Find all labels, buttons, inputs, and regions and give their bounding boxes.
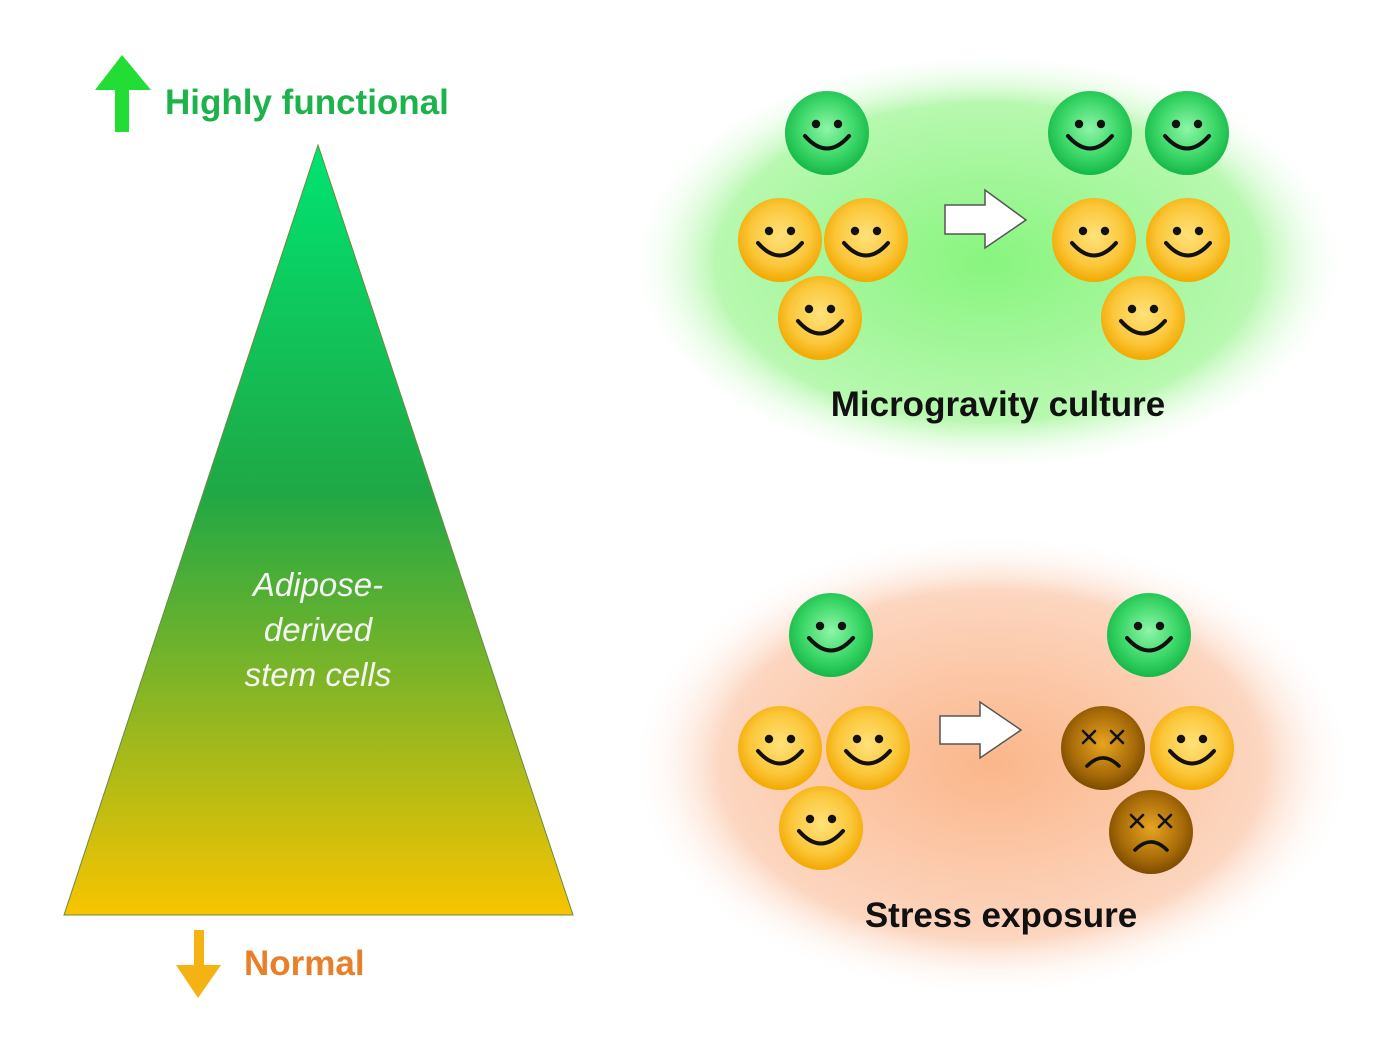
green-cell (1048, 91, 1132, 175)
yellow-cell (738, 198, 822, 282)
green-cell (789, 593, 873, 677)
pyramid-label-line-2: derived (264, 611, 374, 648)
green-cell (1107, 593, 1191, 677)
right-arrow-icon (944, 188, 1028, 250)
down-arrow-icon (176, 930, 221, 998)
highly-functional-label: Highly functional (165, 83, 449, 122)
yellow-cell (779, 786, 863, 870)
yellow-cell (1150, 706, 1234, 790)
stress-before-cells (738, 593, 910, 870)
stress-panel: Stress exposure (630, 533, 1354, 997)
highly-functional-indicator: Highly functional (95, 55, 449, 132)
yellow-cell (1101, 276, 1185, 360)
yellow-cell (1146, 198, 1230, 282)
microgravity-label: Microgravity culture (831, 385, 1166, 424)
pyramid-label-line-1: Adipose- (251, 566, 383, 603)
microgravity-after-cells (1048, 91, 1230, 360)
stress-after-cells (1061, 593, 1234, 874)
normal-indicator: Normal (176, 930, 365, 998)
microgravity-panel: Microgravity culture (626, 50, 1350, 474)
stress-label: Stress exposure (865, 896, 1137, 935)
microgravity-before-cells (738, 91, 908, 360)
normal-label: Normal (244, 944, 365, 983)
yellow-cell (1052, 198, 1136, 282)
yellow-cell (778, 276, 862, 360)
green-cell (785, 91, 869, 175)
pyramid: Adipose- derived stem cells (63, 143, 574, 916)
green-cell (1145, 91, 1229, 175)
up-arrow-icon (95, 55, 151, 132)
yellow-cell (824, 198, 908, 282)
dead-cell (1061, 706, 1145, 790)
pyramid-label-line-3: stem cells (245, 656, 392, 693)
yellow-cell (826, 706, 910, 790)
dead-cell (1109, 790, 1193, 874)
pyramid-triangle (63, 143, 574, 916)
yellow-cell (738, 706, 822, 790)
right-arrow-icon (939, 700, 1023, 760)
